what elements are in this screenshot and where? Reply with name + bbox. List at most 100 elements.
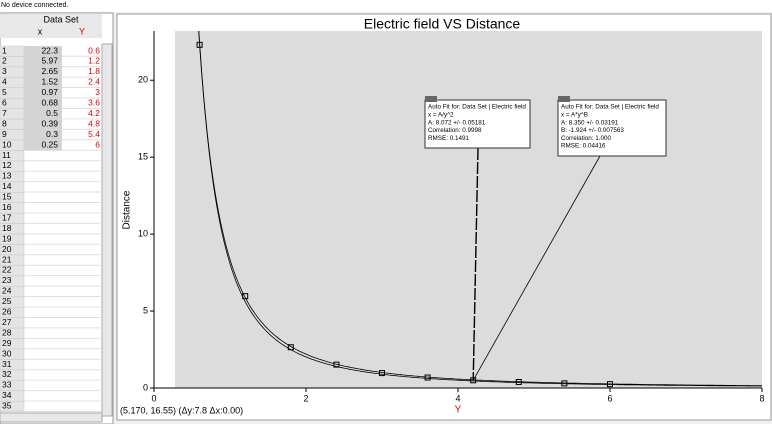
fit-text: RMSE: 0.1491	[428, 135, 469, 142]
column-header: Y	[79, 26, 85, 36]
cursor-readout: (5.170, 16.55) (Δy:7.8 Δx:0.00)	[120, 405, 243, 415]
row-number: 1	[2, 45, 7, 55]
row-number: 5	[2, 87, 7, 97]
table-cell	[24, 119, 62, 130]
fit-text: Correlation: 0.9998	[428, 127, 482, 134]
fit-text: Correlation: 1.000	[561, 135, 612, 142]
fit-box	[424, 99, 531, 149]
row-number: 13	[2, 171, 12, 181]
fit-text: Auto Fit for: Data Set | Electric field	[561, 104, 659, 111]
x-cell: 5.97	[41, 56, 58, 66]
x-cell: 2.65	[41, 66, 58, 76]
row-number: 6	[2, 98, 7, 108]
column-header: x	[38, 26, 43, 36]
table-cell	[24, 108, 62, 120]
fit-curve	[198, 31, 762, 386]
table-cell	[24, 46, 62, 57]
fit-leader	[472, 155, 601, 381]
device-status: No device connected.	[1, 2, 68, 9]
row-number: 7	[2, 108, 7, 118]
fit-text: Auto Fit for: Data Set | Electric field	[428, 104, 526, 111]
table-cell	[24, 56, 62, 67]
x-cell: 22.3	[41, 45, 58, 55]
row-number-cell	[0, 401, 25, 412]
row-number: 20	[2, 244, 12, 254]
x-cell: 0.39	[41, 118, 58, 128]
row-number: 23	[2, 275, 12, 285]
row-number: 2	[2, 56, 7, 66]
fit-curve	[198, 31, 762, 387]
y-cell: 4.8	[88, 118, 100, 128]
x-tick-label: 6	[607, 393, 612, 403]
row-number: 33	[2, 380, 12, 390]
row-number: 17	[2, 212, 12, 222]
y-axis-label: Distance	[122, 190, 133, 229]
row-number: 12	[2, 160, 12, 170]
row-number: 32	[2, 369, 12, 379]
row-number: 14	[2, 181, 12, 191]
data-point	[561, 380, 568, 387]
table-cell	[24, 87, 62, 99]
data-point	[333, 361, 340, 368]
row-number: 34	[2, 390, 12, 400]
row-number: 31	[2, 359, 12, 369]
row-number: 35	[2, 401, 12, 411]
data-point	[515, 378, 522, 385]
fit-box-icon	[558, 96, 570, 102]
row-number: 21	[2, 254, 12, 264]
x-cell: 0.3	[46, 129, 58, 139]
row-number: 18	[2, 223, 12, 233]
y-tick-label: 15	[138, 152, 148, 162]
x-tick-label: 0	[151, 393, 156, 403]
data-point	[242, 293, 249, 300]
x-cell: 0.68	[41, 98, 58, 108]
row-number: 28	[2, 327, 12, 337]
row-number: 29	[2, 338, 12, 348]
fit-box	[557, 99, 667, 157]
x-cell: 0.5	[46, 108, 58, 118]
row-number: 19	[2, 233, 12, 243]
chart-title: Electric field VS Distance	[364, 16, 521, 32]
fit-text: RMSE: 0.04416	[561, 143, 606, 150]
data-point	[287, 344, 294, 351]
x-cell: 0.97	[41, 87, 58, 97]
y-cell: 3.6	[88, 98, 100, 108]
row-number: 4	[2, 77, 7, 87]
fit-leader	[472, 147, 479, 381]
row-number: 10	[2, 139, 12, 149]
y-tick-label: 20	[138, 75, 148, 85]
y-cell: 3	[95, 87, 100, 97]
x-tick-label: 8	[759, 393, 764, 403]
y-cell: 6	[95, 139, 100, 149]
x-tick-label: 2	[303, 393, 308, 403]
x-cell: 0.25	[41, 139, 58, 149]
fit-text: B: -1.924 +/- 0.007563	[561, 127, 624, 134]
x-tick-label: 4	[455, 393, 460, 403]
row-number: 22	[2, 265, 12, 275]
y-cell: 1.2	[88, 56, 100, 66]
row-number: 24	[2, 286, 12, 296]
table-cell	[24, 66, 62, 78]
row-number: 8	[2, 118, 7, 128]
y-tick-label: 5	[143, 305, 148, 315]
data-point	[607, 381, 613, 388]
row-number: 3	[2, 66, 7, 76]
scrollbar[interactable]	[0, 412, 103, 423]
fit-text: x = A/y^2	[428, 111, 454, 118]
y-tick-label: 0	[143, 382, 148, 392]
row-number: 15	[2, 192, 12, 202]
fit-text: A: 8.350 +/- 0.03191	[561, 119, 619, 126]
data-point	[424, 374, 431, 381]
data-point	[196, 41, 203, 48]
scrollbar[interactable]	[101, 43, 113, 417]
y-cell: 4.2	[88, 108, 100, 118]
row-number: 9	[2, 129, 7, 139]
table-cell	[24, 98, 62, 109]
x-axis-label: Y	[455, 405, 462, 416]
y-cell: 1.8	[88, 66, 100, 76]
row-number: 26	[2, 307, 12, 317]
x-cell: 1.52	[41, 77, 58, 87]
plot-area	[175, 31, 762, 388]
row-number: 16	[2, 202, 12, 212]
